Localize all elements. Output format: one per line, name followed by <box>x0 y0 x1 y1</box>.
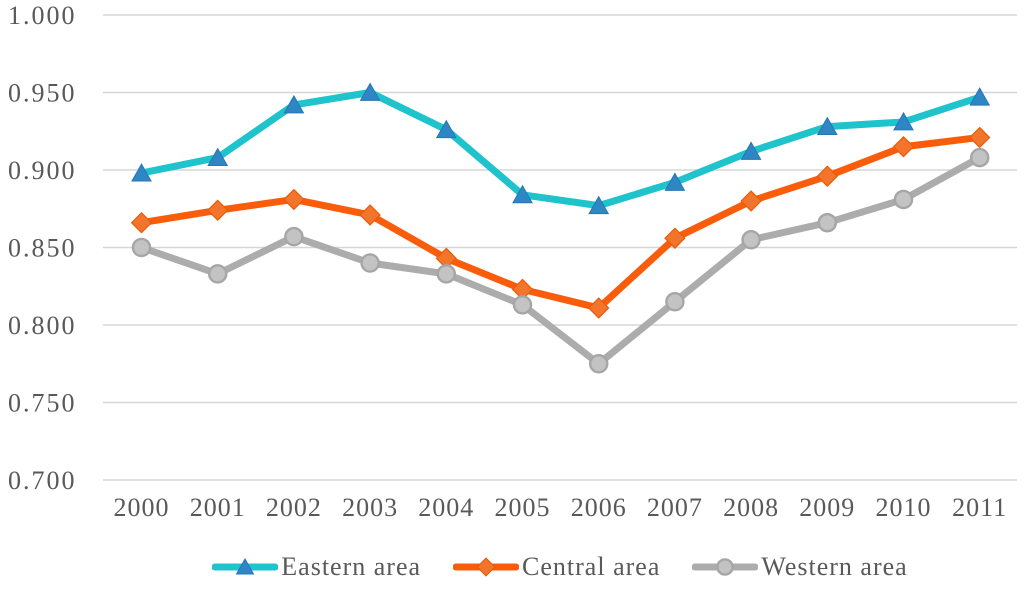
chart-legend: Eastern area Central area Western area <box>103 549 1017 585</box>
data-point-central-area-2000 <box>130 211 153 234</box>
series-line-eastern-area <box>138 89 984 210</box>
y-axis-tick-label: 0.950 <box>8 79 77 108</box>
legend-marker-western-area <box>716 558 735 576</box>
x-axis-tick-label: 2003 <box>342 493 398 522</box>
data-point-eastern-area-2009 <box>816 116 838 136</box>
y-axis-tick-label: 0.700 <box>8 466 77 495</box>
data-point-western-area-2004 <box>436 264 457 284</box>
x-axis-tick-label: 2000 <box>114 493 170 522</box>
data-point-central-area-2008 <box>740 190 762 212</box>
data-point-western-area-2010 <box>893 189 914 210</box>
legend-marker-central-area <box>476 557 496 577</box>
legend-item-central-area: Central area <box>453 552 660 582</box>
data-point-western-area-2001 <box>207 264 228 284</box>
data-point-eastern-area-2000 <box>131 163 152 182</box>
x-axis-tick-label: 2006 <box>571 493 627 522</box>
data-point-eastern-area-2011 <box>969 87 991 106</box>
data-point-eastern-area-2005 <box>512 184 533 204</box>
data-point-western-area-2006 <box>588 354 609 374</box>
x-axis-tick-label: 2001 <box>190 493 246 522</box>
data-point-western-area-2003 <box>360 253 380 273</box>
legend-swatch-western-area <box>692 558 759 576</box>
x-axis-tick-label: 2004 <box>418 493 474 522</box>
x-axis-tick-label: 2002 <box>266 493 322 522</box>
data-point-eastern-area-2010 <box>893 111 914 131</box>
x-axis-tick-label: 2011 <box>952 493 1007 522</box>
data-point-central-area-2002 <box>283 188 305 211</box>
data-point-western-area-2002 <box>284 226 304 247</box>
data-point-central-area-2006 <box>587 297 610 319</box>
y-axis-tick-label: 0.850 <box>8 234 77 263</box>
data-point-eastern-area-2006 <box>588 195 610 215</box>
legend-item-eastern-area: Eastern area <box>212 552 421 582</box>
data-point-western-area-2007 <box>665 292 685 312</box>
legend-item-western-area: Western area <box>692 552 907 582</box>
y-axis-tick-label: 1.000 <box>8 1 77 30</box>
data-point-western-area-2011 <box>969 147 990 168</box>
data-point-central-area-2003 <box>359 204 381 226</box>
data-point-western-area-2008 <box>741 229 761 250</box>
data-point-central-area-2011 <box>968 126 991 149</box>
data-point-eastern-area-2002 <box>283 94 305 114</box>
data-point-western-area-2005 <box>512 295 533 315</box>
x-axis-tick-label: 2010 <box>876 493 932 522</box>
data-point-central-area-2001 <box>206 199 229 222</box>
legend-label-western-area: Western area <box>761 552 908 581</box>
data-point-eastern-area-2001 <box>207 147 229 167</box>
data-point-central-area-2007 <box>664 227 686 249</box>
legend-label-central-area: Central area <box>522 552 661 581</box>
data-point-western-area-2000 <box>131 237 152 258</box>
data-point-eastern-area-2008 <box>740 141 762 160</box>
legend-marker-eastern-area <box>235 557 255 575</box>
x-axis-tick-label: 2008 <box>723 493 779 522</box>
y-axis-tick-label: 0.750 <box>8 389 77 418</box>
data-point-eastern-area-2007 <box>664 172 686 191</box>
x-axis-tick-label: 2005 <box>495 493 551 522</box>
legend-label-eastern-area: Eastern area <box>281 552 422 581</box>
data-point-western-area-2009 <box>817 212 838 233</box>
y-axis-tick-label: 0.800 <box>8 311 77 340</box>
y-axis-tick-label: 0.900 <box>8 156 77 185</box>
x-axis-tick-label: 2009 <box>799 493 855 522</box>
data-point-eastern-area-2003 <box>359 82 381 101</box>
legend-swatch-eastern-area <box>212 557 279 575</box>
data-point-eastern-area-2004 <box>435 119 457 139</box>
data-point-central-area-2009 <box>816 165 839 187</box>
x-axis-tick-label: 2007 <box>647 493 703 522</box>
series-line-western-area <box>138 154 984 368</box>
legend-swatch-central-area <box>453 557 520 577</box>
data-point-central-area-2010 <box>892 136 915 158</box>
series-line-central-area <box>138 133 984 312</box>
